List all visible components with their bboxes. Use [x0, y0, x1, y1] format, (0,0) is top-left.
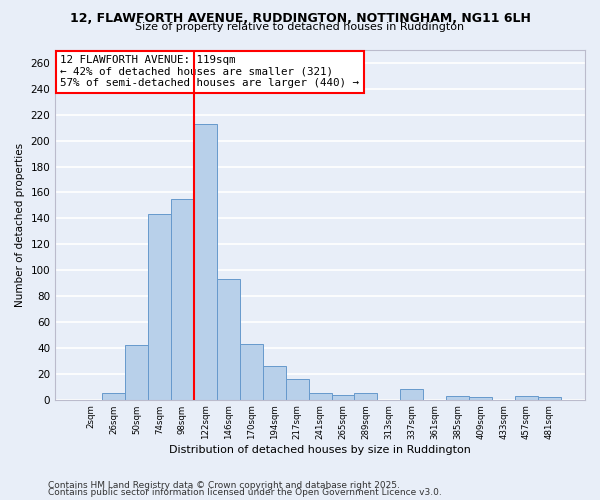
Bar — [125, 346, 148, 400]
Bar — [102, 393, 125, 400]
Text: 12 FLAWFORTH AVENUE: 119sqm
← 42% of detached houses are smaller (321)
57% of se: 12 FLAWFORTH AVENUE: 119sqm ← 42% of det… — [61, 55, 359, 88]
Bar — [286, 379, 308, 400]
Bar — [217, 280, 240, 400]
Bar — [148, 214, 171, 400]
Bar — [400, 390, 423, 400]
Bar — [515, 396, 538, 400]
Bar — [194, 124, 217, 400]
Bar — [171, 199, 194, 400]
Text: Size of property relative to detached houses in Ruddington: Size of property relative to detached ho… — [136, 22, 464, 32]
Text: Contains HM Land Registry data © Crown copyright and database right 2025.: Contains HM Land Registry data © Crown c… — [48, 480, 400, 490]
Bar — [332, 394, 355, 400]
Bar — [538, 397, 561, 400]
Bar — [308, 393, 332, 400]
Text: Contains public sector information licensed under the Open Government Licence v3: Contains public sector information licen… — [48, 488, 442, 497]
Bar — [469, 397, 492, 400]
X-axis label: Distribution of detached houses by size in Ruddington: Distribution of detached houses by size … — [169, 445, 471, 455]
Bar — [263, 366, 286, 400]
Bar — [446, 396, 469, 400]
Bar — [240, 344, 263, 400]
Y-axis label: Number of detached properties: Number of detached properties — [15, 143, 25, 307]
Text: 12, FLAWFORTH AVENUE, RUDDINGTON, NOTTINGHAM, NG11 6LH: 12, FLAWFORTH AVENUE, RUDDINGTON, NOTTIN… — [70, 12, 530, 26]
Bar — [355, 393, 377, 400]
